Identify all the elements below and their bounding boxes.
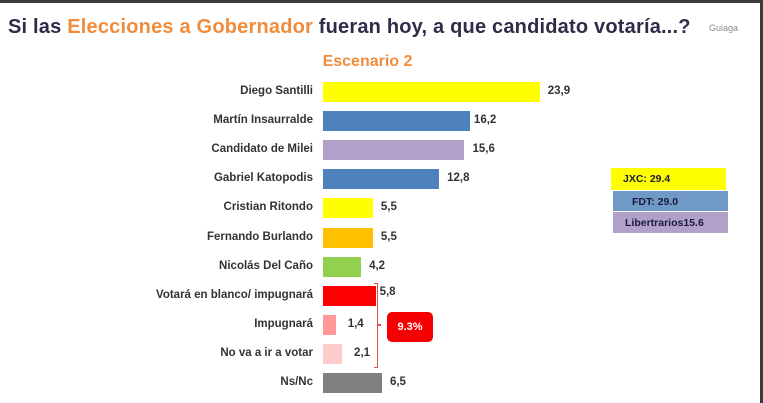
- title-highlight: Elecciones a Gobernador: [67, 16, 314, 38]
- data-label: 12,8: [447, 172, 470, 185]
- bar: [323, 256, 362, 277]
- legend-item: JXC: 29.4: [611, 168, 726, 190]
- bar: [323, 82, 540, 102]
- chart-subtitle: Escenario 2: [322, 53, 413, 70]
- bar: [323, 314, 336, 335]
- data-label: 23,9: [547, 85, 571, 97]
- data-label: 4,2: [369, 259, 386, 272]
- category-label: Ns/Nc: [280, 376, 313, 388]
- data-label: 6,5: [389, 376, 406, 388]
- category-label: Votará en blanco/ impugnará: [156, 288, 313, 301]
- bar: [323, 169, 440, 190]
- watermark: Guiaga: [709, 23, 739, 33]
- group-total-badge: 9.3%: [387, 312, 433, 342]
- bar: [323, 198, 373, 219]
- data-label: 15,6: [472, 143, 495, 156]
- category-label: No va a ir a votar: [220, 346, 313, 359]
- category-label: Diego Santilli: [240, 85, 313, 97]
- bar: [323, 285, 376, 306]
- bar: [323, 111, 470, 132]
- bar: [323, 373, 382, 393]
- category-label: Nicolás Del Caño: [219, 259, 313, 272]
- title-post: fueran hoy, a que candidato votaría...?: [313, 16, 691, 38]
- title-pre: Si las: [8, 16, 68, 38]
- page-title: Si las Elecciones a Gobernador fueran ho…: [8, 16, 691, 39]
- data-label: 5,8: [379, 285, 396, 298]
- category-label: Fernando Burlando: [206, 230, 313, 243]
- bar: [323, 343, 343, 364]
- data-label: 5,5: [380, 230, 397, 243]
- data-label: 16,2: [473, 114, 497, 127]
- category-label: Cristian Ritondo: [223, 201, 313, 214]
- category-label: Impugnará: [254, 317, 313, 330]
- category-label: Martín Insaurralde: [213, 114, 313, 127]
- bar: [323, 227, 373, 248]
- bar: [323, 140, 465, 161]
- bracket-tick: [377, 324, 381, 326]
- category-label: Gabriel Katopodis: [213, 172, 313, 185]
- legend-item: FDT: 29.0: [613, 191, 728, 211]
- legend-item: Libertrarios15.6: [613, 212, 728, 233]
- data-label: 2,1: [354, 346, 371, 359]
- category-label: Candidato de Milei: [211, 143, 313, 156]
- data-label: 5,5: [380, 201, 397, 214]
- data-label: 1,4: [347, 317, 364, 330]
